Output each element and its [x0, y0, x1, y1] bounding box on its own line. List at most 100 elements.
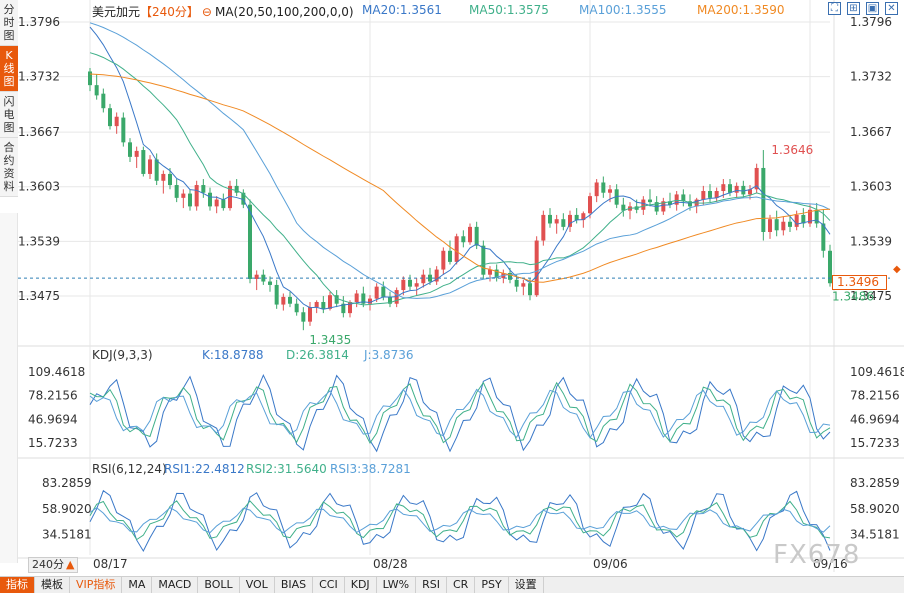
candle-body	[728, 184, 732, 193]
candle-body	[234, 185, 239, 193]
left-tab-char: K	[5, 49, 13, 62]
rsi-2: RSI2:31.5640	[246, 462, 327, 476]
left-tab-char: 分	[3, 3, 15, 16]
expand-icon[interactable]: ⛶	[828, 2, 841, 15]
candle-body	[688, 201, 692, 207]
price-tick-left-4: 1.3539	[18, 234, 60, 248]
rsi-1: RSI1:22.4812	[164, 462, 245, 476]
candle-body	[581, 213, 586, 221]
left-tab-3[interactable]: 合约资料	[0, 138, 18, 197]
rsi-tick-left-0: 83.2859	[42, 476, 92, 490]
ma-line-0	[89, 26, 831, 310]
period-button[interactable]: 240分 ▲	[28, 557, 79, 573]
candle-body	[248, 204, 252, 279]
bottom-tab-1[interactable]: 模板	[35, 577, 70, 593]
bottom-tab-14[interactable]: 设置	[509, 577, 544, 593]
chart-area[interactable]: 1.3796 1.3796 1.3732 1.3732 1.3667 1.3667 1.36…	[8, 0, 904, 572]
price-tick-right-4: 1.3539	[850, 234, 892, 248]
candle-body	[301, 312, 306, 322]
candle-body	[374, 286, 379, 299]
period-button-label: 240分	[32, 558, 64, 571]
bottom-tab-4[interactable]: MACD	[152, 577, 199, 593]
kdj-tick-right-0: 109.4618	[850, 365, 904, 379]
bottom-tab-10[interactable]: LW%	[377, 577, 417, 593]
grid-icon[interactable]: ⊞	[847, 2, 860, 15]
candle-body	[774, 219, 779, 231]
candle-body	[514, 279, 519, 287]
candle-body	[294, 303, 299, 313]
candle-body	[361, 293, 366, 304]
candle-body	[381, 286, 386, 297]
candle-body	[354, 293, 359, 303]
price-tick-right-0: 1.3796	[850, 15, 892, 29]
ma-value-0: MA20:1.3561	[362, 3, 442, 17]
candle-body	[414, 283, 419, 287]
date-label-2: 09/06	[593, 557, 628, 571]
layout-icon[interactable]: ▣	[866, 2, 879, 15]
candle-body	[788, 221, 792, 227]
candle-body	[681, 194, 686, 202]
date-label-1: 08/28	[373, 557, 408, 571]
kdj-tick-left-1: 78.2156	[28, 389, 78, 403]
close-icon[interactable]: ✕	[885, 2, 898, 15]
candle-body	[228, 185, 232, 209]
left-tab-char: 闪	[3, 95, 15, 108]
bottom-tab-0[interactable]: 指标	[0, 577, 35, 593]
price-tick-right-5: 1.3475	[850, 289, 892, 303]
left-strip	[0, 213, 18, 563]
ma-line-2	[89, 22, 831, 299]
bottom-tab-2[interactable]: VIP指标	[70, 577, 123, 593]
kdj-header: KDJ(9,3,3)	[92, 348, 153, 362]
ma-params[interactable]: MA(20,50,100,200,0,0)	[214, 5, 354, 19]
candle-body	[94, 85, 99, 96]
candle-body	[181, 193, 186, 198]
price-tick-right-3: 1.3603	[850, 180, 892, 194]
current-price-flag-icon: ◆	[893, 264, 901, 275]
bottom-tab-3[interactable]: MA	[122, 577, 153, 593]
watermark: FX678	[773, 540, 861, 570]
candle-body	[154, 159, 159, 181]
candle-body	[241, 192, 246, 205]
candle-body	[388, 296, 392, 304]
candle-body	[208, 192, 212, 207]
candle-body	[328, 295, 332, 309]
candle-body	[808, 209, 812, 224]
candle-body	[548, 214, 552, 224]
candle-body	[614, 189, 619, 205]
period-label[interactable]: 【240分】	[140, 5, 199, 19]
left-tab-char: 资	[3, 167, 15, 180]
kdj-line-0	[89, 373, 831, 453]
chart-svg[interactable]: 1.3796 1.3796 1.3732 1.3732 1.3667 1.3667 1.36…	[8, 0, 904, 572]
rsi-tick-left-2: 34.5181	[42, 527, 92, 541]
candle-body	[541, 214, 546, 241]
kdj-tick-right-1: 78.2156	[850, 389, 900, 403]
candle-body	[821, 223, 826, 251]
kdj-k: K:18.8788	[202, 348, 264, 362]
gear-circle-icon[interactable]: ⊖	[201, 5, 212, 19]
bottom-tab-13[interactable]: PSY	[475, 577, 509, 593]
rsi-line-2	[89, 507, 831, 534]
left-tab-char: 时	[3, 16, 15, 29]
bottom-tab-11[interactable]: RSI	[416, 577, 447, 593]
arrow-up-icon: ▲	[66, 558, 75, 571]
bottom-tab-9[interactable]: KDJ	[345, 577, 377, 593]
left-tab-2[interactable]: 闪电图	[0, 92, 18, 138]
candle-body	[441, 250, 446, 270]
kdj-tick-right-2: 46.9694	[850, 412, 900, 426]
candle-body	[114, 116, 119, 127]
candle-body	[741, 185, 746, 195]
bottom-tab-7[interactable]: BIAS	[275, 577, 314, 593]
bottom-tab-5[interactable]: BOLL	[198, 577, 240, 593]
candle-body	[621, 204, 626, 211]
candle-body	[421, 274, 426, 284]
candle-body	[308, 307, 312, 322]
left-tab-0[interactable]: 分时图	[0, 0, 18, 46]
bottom-tab-8[interactable]: CCI	[313, 577, 345, 593]
high-label: 1.3646	[771, 143, 813, 157]
candle-body	[321, 302, 326, 309]
bottom-tab-12[interactable]: CR	[447, 577, 476, 593]
candle-body	[341, 303, 346, 314]
bottom-tab-6[interactable]: VOL	[240, 577, 275, 593]
